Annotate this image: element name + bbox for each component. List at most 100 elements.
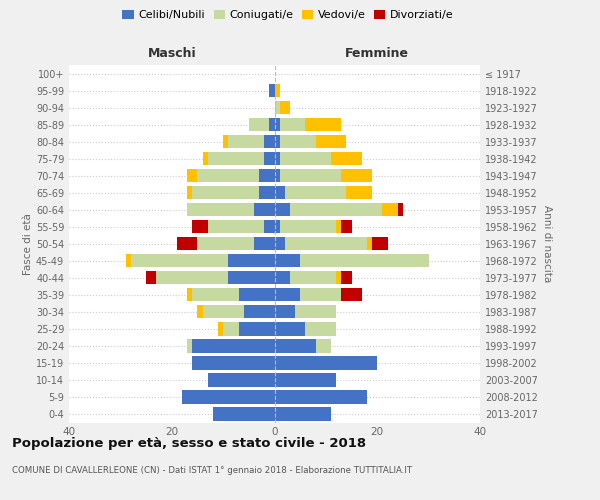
Bar (228, 254, 275, 268)
Bar (146, 271, 157, 284)
Bar (187, 340, 193, 352)
Text: Popolazione per età, sesso e stato civile - 2018: Popolazione per età, sesso e stato civil… (12, 438, 366, 450)
Bar (280, 169, 341, 182)
Bar (157, 271, 228, 284)
Bar (275, 118, 280, 131)
Bar (285, 186, 346, 200)
Bar (228, 135, 264, 148)
Bar (280, 118, 305, 131)
Bar (239, 288, 275, 302)
Bar (269, 118, 275, 131)
Bar (187, 186, 193, 200)
Bar (341, 288, 362, 302)
Bar (269, 84, 275, 97)
Bar (213, 408, 275, 420)
Bar (275, 356, 377, 370)
Bar (295, 305, 336, 318)
Bar (382, 203, 398, 216)
Bar (244, 305, 275, 318)
Bar (285, 237, 367, 250)
Bar (275, 374, 336, 386)
Bar (187, 169, 197, 182)
Bar (275, 101, 280, 114)
Bar (300, 254, 428, 268)
Bar (125, 254, 131, 268)
Bar (182, 390, 275, 404)
Bar (223, 322, 239, 336)
Bar (290, 271, 336, 284)
Bar (259, 169, 275, 182)
Bar (208, 220, 264, 234)
Bar (197, 237, 254, 250)
Bar (336, 220, 341, 234)
Bar (264, 220, 275, 234)
Bar (203, 152, 208, 166)
Bar (341, 271, 352, 284)
Bar (131, 254, 228, 268)
Bar (275, 340, 316, 352)
Bar (275, 237, 285, 250)
Bar (275, 305, 295, 318)
Bar (187, 203, 254, 216)
Bar (316, 135, 346, 148)
Bar (197, 305, 203, 318)
Bar (239, 322, 275, 336)
Bar (193, 356, 275, 370)
Text: COMUNE DI CAVALLERLEONE (CN) - Dati ISTAT 1° gennaio 2018 - Elaborazione TUTTITA: COMUNE DI CAVALLERLEONE (CN) - Dati ISTA… (12, 466, 412, 475)
Bar (218, 322, 223, 336)
Bar (264, 135, 275, 148)
Text: Maschi: Maschi (148, 47, 196, 60)
Bar (192, 186, 259, 200)
Bar (341, 220, 352, 234)
Bar (249, 118, 269, 131)
Bar (275, 135, 280, 148)
Bar (275, 220, 280, 234)
Y-axis label: Anni di nascita: Anni di nascita (542, 205, 551, 282)
Bar (275, 322, 305, 336)
Bar (275, 288, 300, 302)
Bar (208, 374, 275, 386)
Bar (300, 288, 341, 302)
Bar (275, 152, 280, 166)
Bar (290, 203, 382, 216)
Bar (331, 152, 362, 166)
Bar (197, 169, 259, 182)
Bar (372, 237, 388, 250)
Bar (228, 271, 275, 284)
Bar (208, 152, 264, 166)
Bar (275, 390, 367, 404)
Bar (187, 288, 193, 302)
Bar (280, 101, 290, 114)
Bar (259, 186, 275, 200)
Legend: Celibi/Nubili, Coniugati/e, Vedovi/e, Divorziati/e: Celibi/Nubili, Coniugati/e, Vedovi/e, Di… (118, 6, 458, 25)
Bar (316, 340, 331, 352)
Text: Femmine: Femmine (345, 47, 409, 60)
Bar (275, 84, 280, 97)
Bar (305, 118, 341, 131)
Bar (203, 305, 244, 318)
Bar (275, 254, 300, 268)
Bar (192, 288, 239, 302)
Bar (305, 322, 336, 336)
Bar (280, 152, 331, 166)
Bar (275, 203, 290, 216)
Bar (264, 152, 275, 166)
Bar (275, 169, 280, 182)
Bar (275, 186, 285, 200)
Bar (341, 169, 372, 182)
Bar (275, 271, 290, 284)
Bar (192, 220, 208, 234)
Bar (336, 271, 341, 284)
Bar (346, 186, 372, 200)
Y-axis label: Fasce di età: Fasce di età (23, 213, 33, 274)
Bar (177, 237, 197, 250)
Bar (223, 135, 228, 148)
Bar (254, 237, 275, 250)
Bar (367, 237, 372, 250)
Bar (280, 135, 316, 148)
Bar (398, 203, 403, 216)
Bar (275, 408, 331, 420)
Bar (280, 220, 336, 234)
Bar (193, 340, 275, 352)
Bar (254, 203, 275, 216)
